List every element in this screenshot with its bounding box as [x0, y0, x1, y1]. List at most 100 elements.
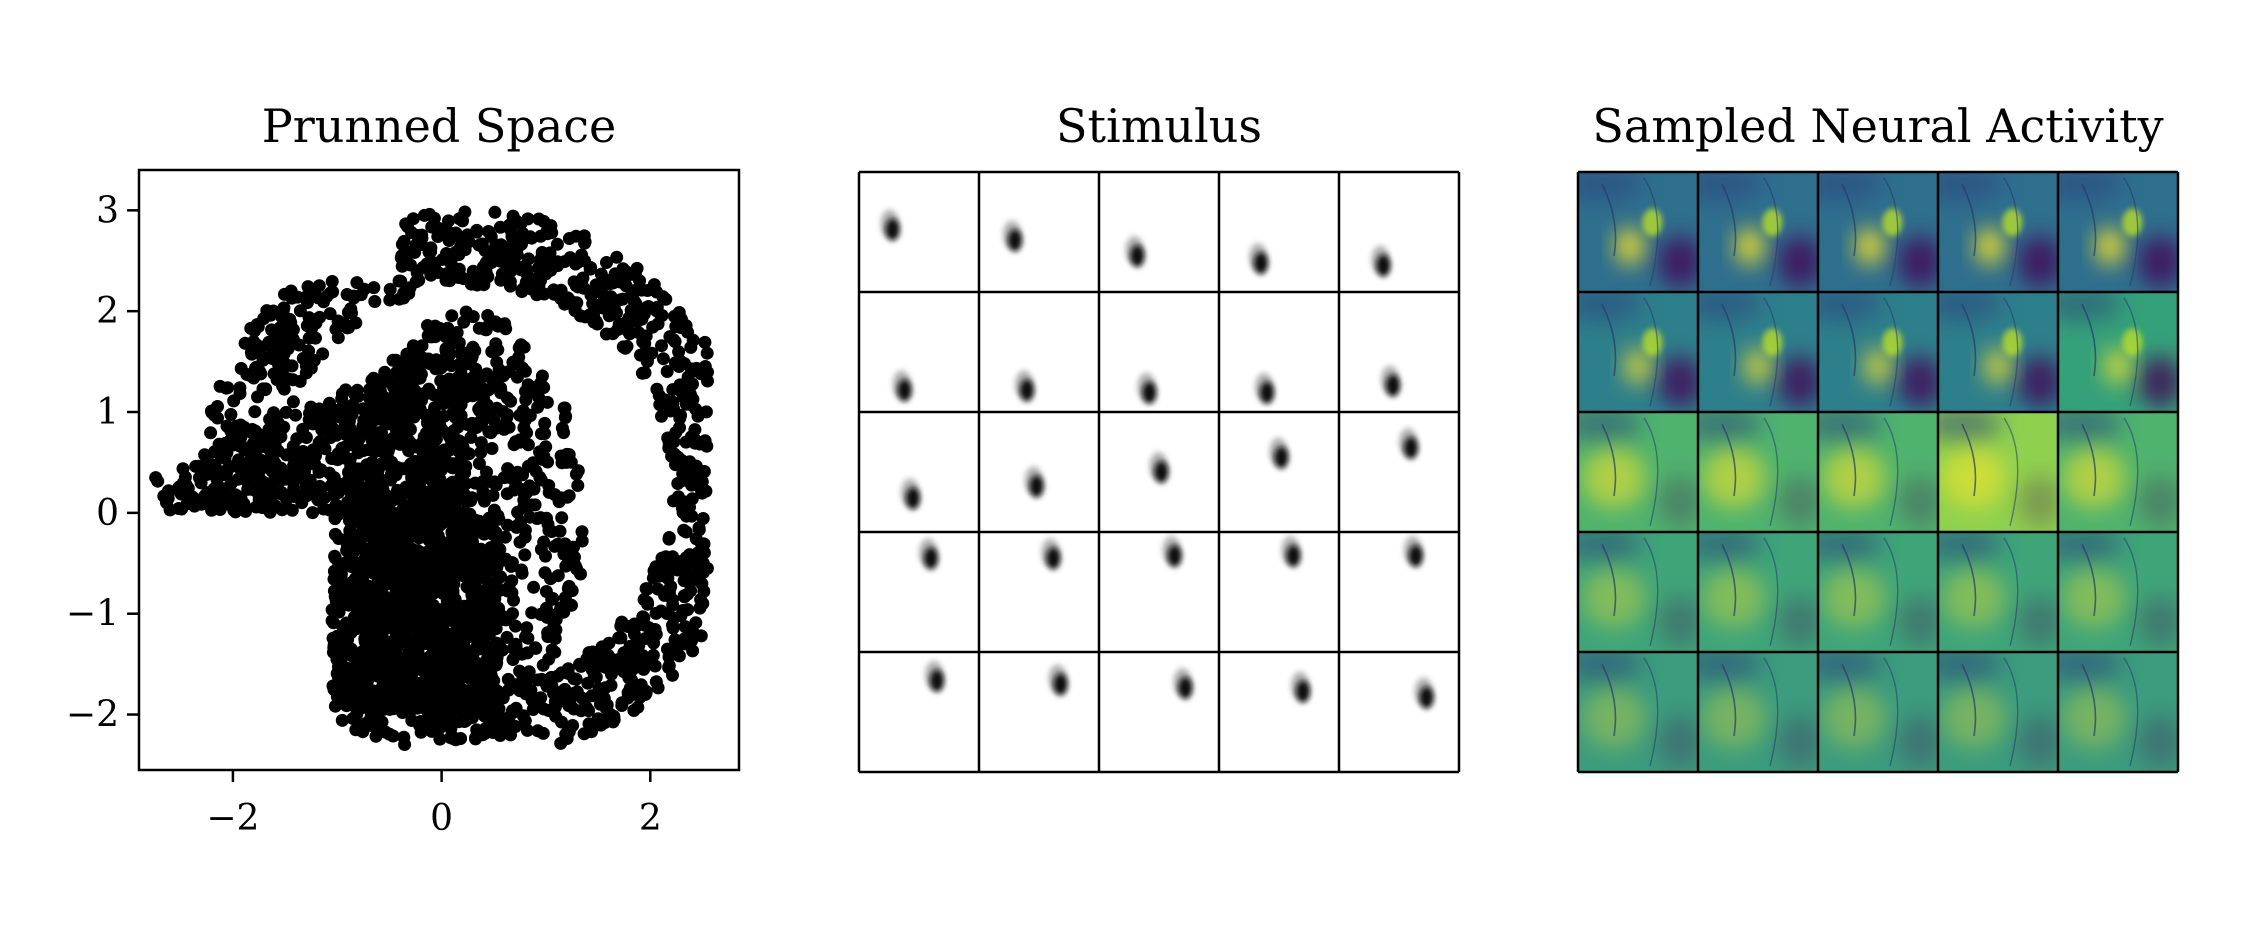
stimulus-cell: [979, 412, 1099, 532]
scatter-point: [696, 597, 710, 610]
scatter-point: [451, 444, 465, 458]
scatter-point: [427, 516, 441, 529]
scatter-point: [543, 246, 557, 260]
scatter-point: [562, 725, 576, 739]
stimulus-cell: [1219, 412, 1339, 532]
scatter-point: [275, 369, 289, 383]
scatter-point: [476, 485, 490, 499]
scatter-point: [641, 597, 655, 611]
scatter-point: [329, 486, 343, 500]
scatter-point: [447, 577, 461, 591]
scatter-point: [398, 551, 412, 565]
scatter-point: [500, 408, 514, 421]
scatter-point: [456, 542, 469, 556]
scatter-point: [457, 315, 471, 329]
scatter-point: [422, 382, 436, 396]
scatter-point: [682, 465, 696, 479]
scatter-point: [537, 702, 551, 716]
scatter-point: [639, 582, 653, 596]
scatter-point: [496, 691, 510, 705]
scatter-point: [519, 279, 533, 293]
scatter-point: [503, 275, 517, 289]
stimulus-cell: [1219, 532, 1339, 652]
scatter-point: [551, 569, 565, 583]
scatter-point: [488, 205, 502, 219]
scatter-point: [661, 571, 675, 585]
scatter-point: [433, 656, 447, 669]
scatter-point: [399, 217, 413, 231]
neural-cell: [1578, 412, 1698, 532]
scatter-point: [662, 441, 676, 455]
scatter-point: [678, 590, 691, 604]
scatter-point: [262, 423, 276, 436]
scatter-point: [339, 383, 353, 397]
scatter-point: [454, 232, 468, 245]
scatter-point: [404, 526, 418, 540]
scatter-point: [521, 263, 534, 277]
scatter-point: [294, 467, 308, 481]
scatter-point: [520, 621, 534, 635]
neural-cell: [2058, 652, 2178, 772]
scatter-point: [559, 409, 573, 423]
scatter-point: [397, 234, 411, 248]
scatter-point: [299, 290, 313, 304]
scatter-point: [330, 629, 344, 643]
scatter-point: [399, 671, 413, 685]
scatter-point: [695, 475, 709, 489]
scatter-point: [389, 468, 403, 482]
scatter-point: [531, 724, 545, 738]
scatter-point: [656, 352, 670, 366]
scatter-point: [323, 406, 337, 420]
scatter-point: [650, 382, 664, 396]
scatter-point: [357, 403, 371, 417]
x-tick-label: 2: [639, 798, 662, 839]
scatter-point: [484, 555, 498, 569]
scatter-point: [445, 628, 459, 642]
scatter-point: [681, 386, 695, 400]
scatter-point: [293, 374, 307, 388]
scatter-point: [429, 450, 443, 464]
y-tick-label: 0: [96, 493, 119, 534]
scatter-point: [340, 699, 354, 713]
scatter-point: [666, 593, 679, 607]
scatter-point: [452, 659, 466, 673]
x-tick-label: 0: [430, 798, 453, 839]
scatter-point: [629, 638, 643, 652]
stimulus-grid: [857, 170, 1461, 774]
scatter-point: [337, 558, 351, 572]
scatter-point: [452, 637, 466, 651]
scatter-point: [686, 644, 700, 658]
scatter-point: [701, 374, 714, 388]
scatter-point: [562, 232, 576, 245]
scatter-point: [277, 382, 291, 396]
scatter-point: [313, 310, 327, 324]
scatter-point: [320, 289, 334, 303]
scatter-point: [479, 525, 493, 539]
scatter-point: [233, 387, 247, 400]
scatter-point: [493, 220, 507, 234]
scatter-point: [458, 466, 472, 480]
scatter-point: [413, 568, 427, 582]
scatter-point: [448, 520, 462, 534]
scatter-point: [445, 309, 459, 323]
scatter-point: [554, 283, 568, 297]
scatter-point: [538, 427, 552, 440]
scatter-point: [204, 426, 218, 440]
scatter-point: [695, 484, 709, 498]
neural-title: Sampled Neural Activity: [1592, 99, 2163, 153]
scatter-point: [545, 643, 559, 657]
scatter-point: [612, 631, 626, 645]
scatter-point: [302, 413, 316, 427]
scatter-point: [651, 582, 665, 596]
scatter-point: [314, 434, 327, 448]
scatter-point: [283, 312, 297, 326]
scatter-point: [676, 506, 690, 519]
scatter-point: [533, 445, 546, 459]
scatter-point: [342, 598, 356, 612]
scatter-point: [494, 570, 508, 584]
scatter-point: [636, 335, 650, 349]
scatter-point: [474, 436, 488, 450]
scatter-point: [336, 619, 350, 633]
neural-cell: [1938, 172, 2058, 292]
scatter-point: [405, 456, 419, 470]
